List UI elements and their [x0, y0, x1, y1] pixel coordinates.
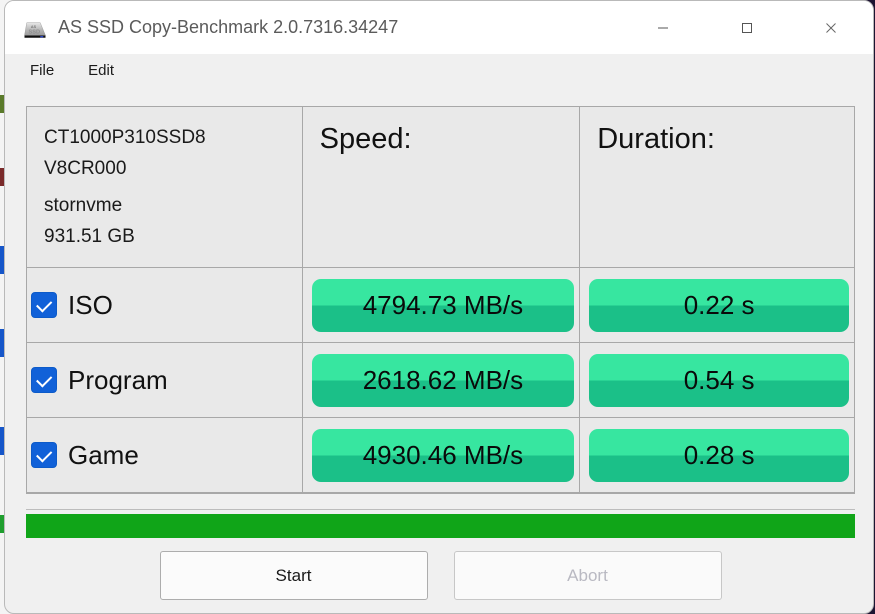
svg-text:AS: AS [31, 25, 37, 29]
svg-text:SSD: SSD [28, 29, 40, 35]
